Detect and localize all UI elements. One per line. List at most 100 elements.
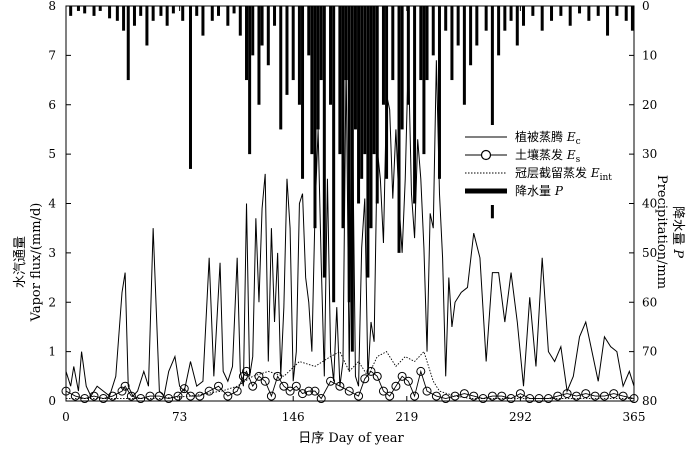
soil-evaporation-point	[80, 394, 90, 404]
right-y-tick-label: 50	[642, 246, 657, 260]
precip-bar	[522, 6, 526, 26]
soil-evaporation-point	[525, 394, 535, 404]
left-y-axis-title-cn: 水汽通量	[13, 236, 28, 288]
soil-evaporation-point	[450, 391, 460, 401]
soil-evaporation-point	[410, 391, 420, 401]
precip-bar	[347, 6, 351, 303]
precip-bar	[238, 6, 242, 36]
precip-bar	[108, 6, 112, 19]
transpiration-line	[65, 55, 635, 398]
soil-evaporation-point	[609, 389, 619, 399]
left-y-tick-label: 0	[48, 394, 56, 408]
precip-bar	[615, 6, 619, 16]
precip-bar	[531, 6, 535, 16]
precip-bar	[291, 6, 295, 81]
x-tick-label: 292	[509, 410, 532, 424]
left-y-tick-label: 2	[48, 295, 56, 309]
precip-bar	[630, 6, 634, 31]
precip-bar	[159, 6, 163, 16]
right-y-axis-ticks: 0 10 20 30 40 50 60 70 80	[629, 0, 657, 408]
left-y-tick-label: 3	[48, 246, 56, 260]
right-y-axis-title-en: Precipitation/mm	[654, 175, 669, 289]
soil-evaporation-point	[391, 381, 401, 391]
precip-bar	[329, 6, 333, 105]
soil-evaporation-point	[403, 376, 413, 386]
precip-bar	[338, 6, 342, 155]
precip-bar	[257, 6, 261, 105]
precip-bar	[350, 6, 354, 352]
soil-evaporation-point	[478, 394, 488, 404]
soil-evaporation-point	[304, 386, 314, 396]
soil-evaporation-point	[285, 386, 295, 396]
precip-bar	[357, 6, 361, 204]
soil-evaporation-point	[354, 391, 364, 401]
precip-bar	[559, 6, 563, 16]
soil-evaporation-point	[385, 391, 395, 401]
right-y-tick-label: 60	[642, 295, 657, 309]
soil-evaporation-point	[372, 371, 382, 381]
right-y-tick-label: 20	[642, 98, 657, 112]
precip-bar	[188, 6, 192, 169]
x-tick-label: 219	[395, 410, 418, 424]
soil-evaporation-point	[441, 394, 451, 404]
x-tick-label: 73	[172, 410, 187, 424]
soil-evaporation-point	[242, 366, 252, 376]
precip-bar	[76, 6, 80, 11]
right-y-axis-title: 降水量 P Precipitation/mm	[654, 175, 685, 289]
soil-evaporation-point	[581, 389, 591, 399]
soil-evaporation-point	[543, 394, 553, 404]
precip-bar	[313, 6, 317, 229]
precip-bar	[450, 6, 454, 81]
precip-bar	[497, 6, 501, 56]
precip-bar	[391, 6, 395, 81]
soil-evaporation-point	[534, 394, 544, 404]
precip-bar	[171, 6, 175, 14]
precip-bar	[509, 6, 513, 21]
soil-evaporation-point	[238, 371, 248, 381]
precip-bar	[126, 6, 130, 81]
soil-evaporation-point	[298, 389, 308, 399]
precip-bar	[469, 6, 473, 66]
precip-bar	[201, 6, 205, 36]
soil-evaporation-point	[273, 371, 283, 381]
precip-bar	[165, 6, 169, 26]
soil-evaporation-point	[126, 391, 136, 401]
precip-bar	[115, 6, 119, 21]
right-y-tick-label: 80	[642, 394, 657, 408]
precip-bar	[372, 6, 376, 155]
legend-label: 冠层截留蒸发 Eint	[515, 165, 612, 183]
precip-bar	[397, 6, 401, 253]
soil-evaporation-line	[61, 366, 639, 404]
precip-bar	[195, 6, 199, 16]
precip-bar	[360, 6, 364, 179]
precip-bar	[596, 6, 600, 16]
precip-bar	[260, 6, 264, 46]
precip-bar	[568, 6, 572, 26]
soil-evaporation-point	[279, 381, 289, 391]
soil-evaporation-point	[344, 386, 354, 396]
soil-evaporation-point	[378, 386, 388, 396]
soil-evaporation-series	[65, 369, 635, 400]
soil-evaporation-point	[145, 391, 155, 401]
precip-bar	[217, 6, 221, 16]
soil-evaporation-point	[360, 374, 370, 384]
soil-evaporation-point	[70, 391, 80, 401]
soil-evaporation-point	[590, 391, 600, 401]
soil-evaporation-point	[291, 381, 301, 391]
legend-label: 土壤蒸发 Es	[515, 147, 581, 165]
left-y-tick-label: 4	[48, 197, 56, 211]
soil-evaporation-point	[422, 386, 432, 396]
soil-evaporation-point	[89, 391, 99, 401]
right-y-tick-label: 0	[642, 0, 650, 13]
precip-bar	[484, 6, 488, 31]
precip-bar	[578, 6, 582, 14]
soil-evaporation-point	[266, 391, 276, 401]
precip-bar	[226, 6, 230, 26]
soil-evaporation-point	[248, 381, 258, 391]
precip-bar	[297, 6, 301, 105]
plot-area	[61, 5, 639, 404]
soil-evaporation-point	[571, 391, 581, 401]
precip-bar	[151, 6, 155, 21]
soil-evaporation-point	[61, 386, 71, 396]
